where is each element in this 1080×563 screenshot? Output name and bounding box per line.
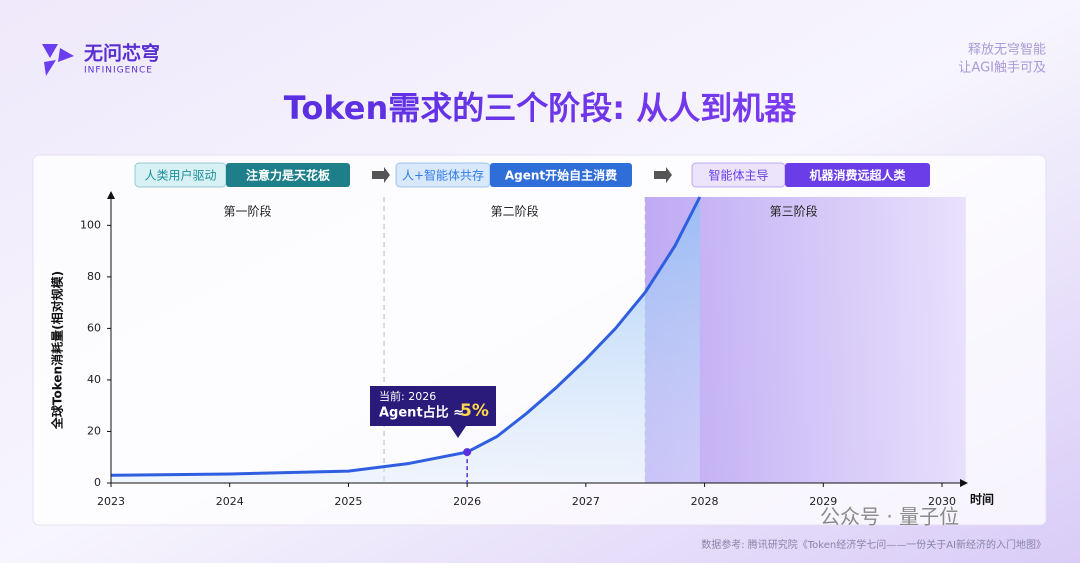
x-axis-label: 时间 [970,492,994,507]
callout-title: 当前: 2026 [379,389,436,403]
x-tick-label: 2024 [216,495,244,508]
x-tick-label: 2030 [928,495,956,508]
stage-label: 第二阶段 [491,204,539,219]
banner-right [226,163,350,187]
banner-label: Agent开始自主消费 [505,168,617,183]
y-tick-label: 60 [87,321,101,334]
point [463,448,472,457]
logo [42,44,74,76]
brand: 无问芯穹 [84,42,160,65]
stage-label: 第三阶段 [770,204,818,219]
arrow [654,167,672,183]
banner-right [785,163,930,187]
tagline: 让AGI触手可及 [958,61,1046,76]
watermark: 公众号 · 量子位 [820,505,959,529]
brand-en: INFINIGENCE [84,66,153,76]
banner-label: 人+智能体共存 [402,168,484,183]
banner-right [490,163,632,187]
area-fill [111,197,700,483]
callout-box [370,386,496,438]
stage-banners: 人类用户驱动 注意力是天花板 人+智能体共存 Agent开始自主消费 智能体主导 机器消费… [134,162,930,188]
banner-label: 注意力是天花板 [246,168,331,183]
y-tick-label: 20 [87,424,101,437]
banner-label: 人类用户驱动 [144,168,216,183]
y-axis-label: 全球Token消耗量(相对规模) [50,271,65,430]
callout-highlight: 5% [460,401,489,421]
x-tick-label: 2026 [453,495,481,508]
source: 数据参考: 腾讯研究院《Token经济学七问——一份关于AI新经济的入门地图》 [701,538,1046,551]
tagline: 释放无穹智能 [968,42,1046,58]
x-tick-label: 2027 [572,495,600,508]
x-tick-label: 2029 [809,495,837,508]
x-tick-label: 2028 [691,495,719,508]
banner-label: 机器消费远超人类 [809,168,906,183]
callout-text: Agent占比 ≈ [379,405,464,421]
x-arrow [960,479,968,487]
x-tick-label: 2023 [97,495,125,508]
arrow [372,167,390,183]
y-tick-label: 0 [94,476,101,489]
banner-label: 智能体主导 [708,168,768,183]
line [110,196,702,477]
title: Token需求的三个阶段: 从人到机器 [284,89,797,127]
y-tick-label: 100 [80,218,101,231]
y-tick-label: 40 [87,373,101,386]
y-arrow [107,191,115,199]
x-tick-label: 2025 [334,495,362,508]
stage-label: 第一阶段 [224,204,272,219]
y-tick-label: 80 [87,270,101,283]
plot: 第一阶段 第二阶段 第三阶段 0 20 40 60 80 100 2023 2024 2025 2026… [50,191,994,508]
